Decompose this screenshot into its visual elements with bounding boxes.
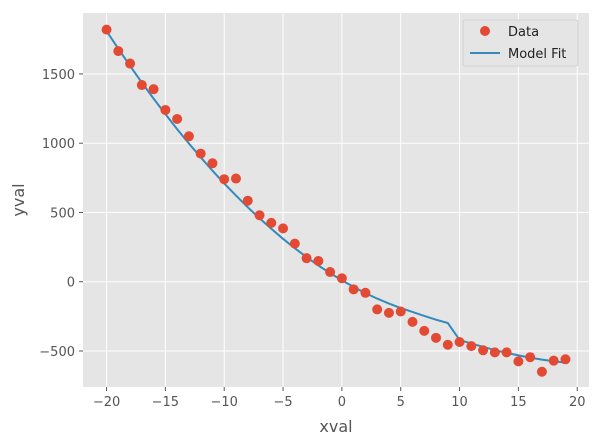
- legend: Data Model Fit: [462, 19, 579, 67]
- x-tick-label: −20: [93, 395, 120, 410]
- data-point: [454, 336, 465, 347]
- data-point: [254, 210, 265, 221]
- data-point: [136, 80, 147, 91]
- data-point: [313, 255, 324, 266]
- data-point: [336, 273, 347, 284]
- grid-lines: [83, 13, 589, 387]
- x-tick-label: 10: [451, 395, 468, 410]
- data-point: [266, 217, 277, 228]
- x-tick-label: 20: [569, 395, 586, 410]
- data-point: [101, 24, 112, 35]
- x-tick-label: 0: [338, 395, 346, 410]
- y-ticks: −500 0 500 1000 1500: [39, 68, 83, 360]
- data-point: [501, 347, 512, 358]
- y-tick-label: 1000: [42, 137, 75, 152]
- plot-area-background: [83, 13, 589, 387]
- data-point: [360, 287, 371, 298]
- data-point: [478, 345, 489, 356]
- data-point: [348, 284, 359, 295]
- data-point: [230, 173, 241, 184]
- data-point: [560, 354, 571, 365]
- x-tick-label: 15: [510, 395, 527, 410]
- data-point: [525, 352, 536, 363]
- data-point: [489, 347, 500, 358]
- data-point: [442, 339, 453, 350]
- data-point: [513, 356, 524, 367]
- data-point: [125, 58, 136, 69]
- x-tick-label: −15: [152, 395, 179, 410]
- data-point: [207, 158, 218, 169]
- data-point: [219, 174, 230, 185]
- data-point: [160, 104, 171, 115]
- y-axis-label: yval: [9, 183, 28, 216]
- data-point: [431, 332, 442, 343]
- data-point: [372, 304, 383, 315]
- data-point: [278, 223, 289, 234]
- data-point: [172, 113, 183, 124]
- legend-box: [462, 19, 579, 67]
- data-point: [242, 195, 253, 206]
- x-tick-label: −5: [273, 395, 292, 410]
- data-point: [195, 148, 206, 159]
- points-layer: [101, 24, 571, 377]
- x-tick-label: 5: [397, 395, 405, 410]
- y-tick-label: 500: [50, 206, 75, 221]
- data-point: [466, 341, 477, 352]
- legend-data-label: Data: [508, 25, 539, 40]
- model-fit-line: [105, 30, 566, 364]
- data-point: [113, 46, 124, 57]
- y-tick-label: 1500: [42, 68, 75, 83]
- data-point: [289, 238, 300, 249]
- x-tick-label: −10: [210, 395, 237, 410]
- x-ticks: −20 −15 −10 −5 0 5 10 15 20: [93, 387, 586, 410]
- data-point: [407, 316, 418, 327]
- legend-fit-label: Model Fit: [508, 47, 566, 62]
- data-point: [183, 131, 194, 142]
- data-point: [536, 366, 547, 377]
- y-tick-label: 0: [67, 276, 75, 291]
- data-point: [548, 355, 559, 366]
- data-point: [419, 325, 430, 336]
- data-point: [395, 306, 406, 317]
- data-point: [383, 307, 394, 318]
- y-tick-label: −500: [39, 345, 75, 360]
- data-point: [301, 253, 312, 264]
- fit-layer: [105, 30, 566, 364]
- x-axis-label: xval: [319, 417, 352, 436]
- legend-data-marker: [480, 26, 490, 36]
- data-point: [325, 267, 336, 278]
- data-point: [148, 84, 159, 95]
